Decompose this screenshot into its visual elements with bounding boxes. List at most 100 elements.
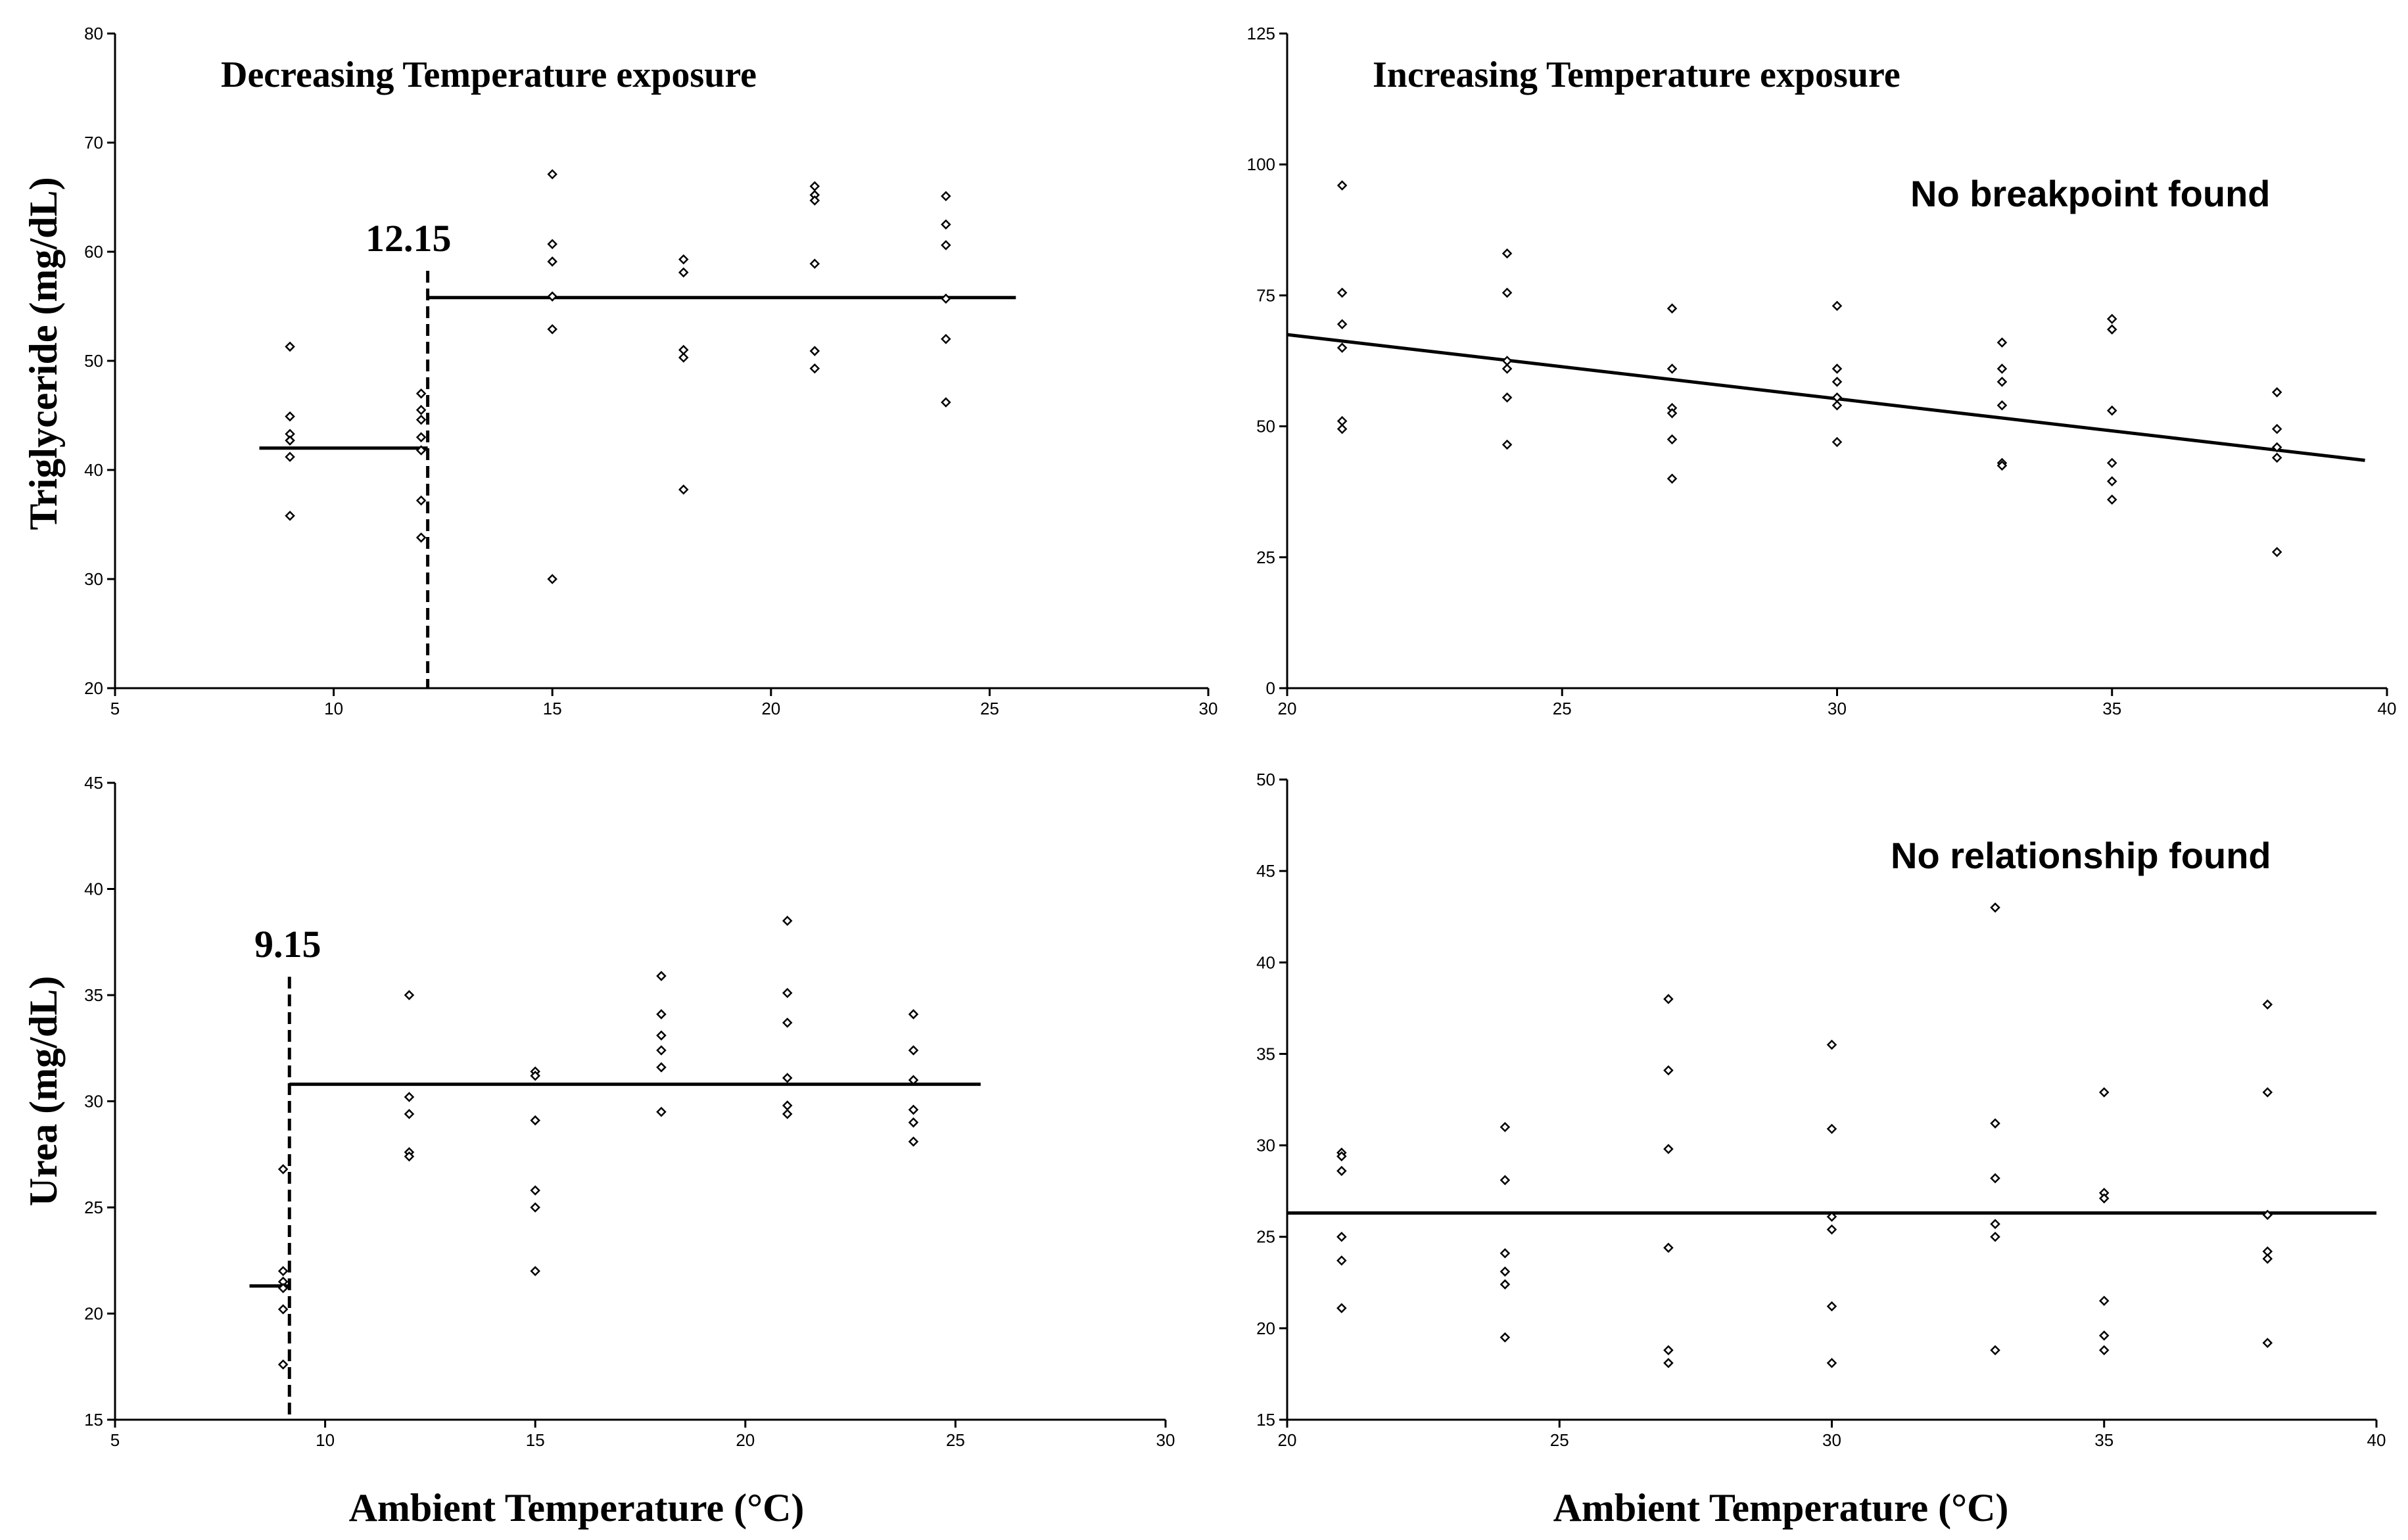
x-tick-label: 35: [2094, 1430, 2113, 1450]
data-point: [2271, 442, 2282, 453]
data-point: [2262, 1209, 2273, 1221]
data-point: [1663, 994, 1674, 1004]
x-tick-label: 30: [1199, 699, 1218, 718]
y-tick-label: 70: [84, 133, 103, 152]
x-tick-label: 5: [110, 1430, 120, 1450]
data-point: [1499, 1332, 1511, 1343]
data-point: [415, 404, 427, 415]
y-tick-label: 45: [1256, 861, 1275, 881]
data-point: [809, 181, 820, 192]
data-point: [2098, 1295, 2110, 1306]
data-point: [1831, 400, 1843, 411]
data-point: [530, 1070, 540, 1081]
data-point: [1663, 1345, 1674, 1356]
data-point: [782, 1073, 793, 1083]
data-point: [1663, 1357, 1674, 1368]
x-tick-label: 30: [1828, 699, 1847, 718]
data-point: [809, 346, 820, 356]
data-point: [415, 495, 427, 506]
data-point: [277, 1266, 289, 1276]
data-point: [530, 1185, 540, 1196]
data-point: [1826, 1357, 1837, 1368]
data-point: [1996, 363, 2008, 374]
data-point: [809, 363, 820, 374]
y-tick-label: 50: [1256, 417, 1275, 436]
data-point: [2262, 1087, 2273, 1098]
y-axis-title-triglyceride: Triglyceride (mg/dL): [22, 177, 65, 530]
data-point: [1499, 1175, 1511, 1186]
data-point: [656, 1045, 667, 1056]
data-point: [1501, 439, 1513, 450]
data-point: [1826, 1039, 1837, 1050]
data-point: [678, 267, 689, 278]
data-point: [277, 1164, 289, 1175]
x-tick-label: 20: [736, 1430, 755, 1450]
data-point: [2271, 423, 2282, 434]
data-point: [547, 291, 557, 302]
x-tick-label: 40: [2378, 699, 2397, 718]
data-point: [782, 1109, 793, 1119]
data-point: [285, 510, 295, 521]
data-point: [1336, 1303, 1347, 1314]
x-tick-label: 15: [526, 1430, 545, 1450]
data-point: [1501, 363, 1513, 374]
data-point: [1666, 473, 1678, 484]
y-tick-label: 30: [84, 1092, 103, 1111]
data-point: [415, 414, 427, 425]
data-point: [530, 1202, 540, 1213]
data-point: [285, 452, 295, 462]
x-tick-label: 40: [2367, 1430, 2386, 1450]
data-point: [1666, 363, 1678, 374]
annotation-no-relationship: No relationship found: [1891, 835, 2271, 876]
data-point: [1831, 300, 1843, 312]
data-point: [1501, 248, 1513, 259]
data-point: [1499, 1279, 1511, 1290]
data-point: [285, 411, 295, 422]
data-point: [2106, 494, 2117, 505]
y-tick-label: 45: [84, 773, 103, 793]
x-tick-label: 35: [2102, 699, 2121, 718]
data-point: [285, 341, 295, 352]
panel-urea-increasing: No relationship found 152025303540455020…: [1256, 770, 2386, 1450]
data-point: [908, 1075, 919, 1085]
y-tick-label: 15: [1256, 1410, 1275, 1430]
data-point: [404, 990, 415, 1000]
x-tick-label: 10: [316, 1430, 335, 1450]
data-point: [941, 397, 951, 408]
data-point: [2262, 1253, 2273, 1264]
data-point: [2271, 547, 2282, 557]
x-tick-label: 20: [1278, 699, 1297, 718]
data-point: [530, 1266, 540, 1276]
data-point: [1663, 1065, 1674, 1076]
data-point: [782, 916, 793, 926]
x-tick-label: 20: [1278, 1430, 1297, 1450]
y-tick-label: 40: [84, 460, 103, 480]
y-tick-label: 50: [1256, 770, 1275, 789]
data-point: [1990, 902, 2000, 913]
data-point: [1336, 342, 1348, 353]
x-tick-label: 5: [110, 699, 120, 718]
data-point: [547, 574, 557, 584]
y-tick-label: 35: [1256, 1044, 1275, 1063]
x-tick-label: 30: [1822, 1430, 1841, 1450]
data-point: [1996, 460, 2008, 471]
data-point: [809, 195, 820, 206]
data-point: [941, 191, 951, 202]
data-point: [678, 484, 689, 495]
data-point: [1666, 408, 1678, 419]
y-tick-label: 15: [84, 1410, 103, 1430]
y-tick-label: 30: [84, 569, 103, 589]
data-point: [656, 1062, 667, 1073]
data-point: [1336, 1151, 1347, 1162]
data-point: [1990, 1173, 2000, 1184]
data-point: [1501, 287, 1513, 298]
y-axis-title-urea: Urea (mg/dL): [22, 976, 65, 1207]
y-tick-label: 20: [1256, 1318, 1275, 1338]
data-point: [908, 1136, 919, 1147]
data-point: [415, 432, 427, 442]
data-point: [285, 435, 295, 446]
x-tick-label: 25: [1550, 1430, 1569, 1450]
data-point: [404, 1092, 415, 1102]
data-point: [1996, 377, 2008, 387]
data-point: [1990, 1219, 2000, 1229]
